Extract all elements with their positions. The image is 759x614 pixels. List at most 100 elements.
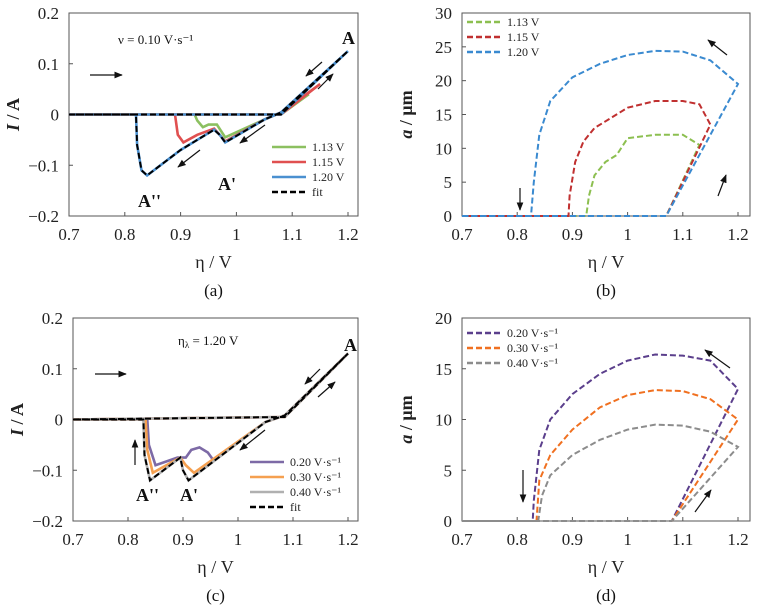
x-tick-label: 0.7 [451, 225, 473, 244]
y-axis-unit: / μm [396, 90, 416, 129]
y-tick-label: 0 [444, 512, 453, 531]
series-line-2 [462, 49, 740, 217]
legend-label: 0.30 V·s⁻¹ [507, 341, 558, 355]
legend-label: 0.40 V·s⁻¹ [290, 485, 341, 499]
x-tick-label: 0.8 [507, 225, 528, 244]
x-tick-label: 1.1 [282, 225, 303, 244]
y-tick-label: 15 [435, 106, 452, 125]
y-axis-unit: / A [7, 403, 27, 429]
y-axis-variable: I [3, 123, 23, 132]
x-tick-label: 1 [234, 530, 243, 549]
y-tick-label: 0 [55, 411, 64, 430]
scan-rate-annotation: ν = 0.10 V·s⁻¹ [118, 32, 193, 47]
y-axis-unit: / A [3, 98, 23, 124]
chart-panel-a: 0.7 0.8 0.9 1 1.1 1.2 −0.2 −0.1 0 0.1 0.2 η / V I / … [3, 4, 359, 300]
y-tick-label: −0.2 [28, 207, 59, 226]
y-tick-label: 5 [444, 173, 453, 192]
peak-label-A: A [344, 335, 357, 355]
direction-arrow [304, 368, 321, 385]
x-tick-label: 1.2 [727, 530, 748, 549]
panel-caption: (d) [596, 586, 616, 605]
direction-arrow [239, 429, 266, 451]
direction-arrow [694, 489, 712, 513]
y-tick-label: 10 [435, 411, 452, 430]
panel-caption: (c) [206, 586, 225, 605]
series-line-3 [69, 50, 349, 177]
direction-arrow [704, 349, 731, 369]
legend-label: fit [312, 185, 323, 199]
direction-arrow [707, 39, 728, 56]
legend-label: 1.20 V [507, 45, 540, 59]
direction-arrow [239, 124, 266, 144]
y-tick-label: 30 [435, 4, 452, 23]
plot-frame [461, 12, 751, 217]
y-axis-title: a / μm [396, 395, 416, 443]
x-tick-label: 0.7 [451, 530, 473, 549]
y-axis-unit: / μm [396, 395, 416, 434]
y-axis-title: I / A [7, 403, 27, 437]
chart-panel-d: 0.7 0.8 0.9 1 1.1 1.2 0 5 10 15 20 η / V a / μm (d) 0.… [396, 309, 751, 605]
y-tick-label: 5 [444, 461, 453, 480]
x-tick-label: 1 [623, 530, 632, 549]
y-tick-label: 20 [435, 72, 452, 91]
direction-arrow [317, 73, 334, 90]
x-axis-title: η / V [195, 252, 231, 272]
y-axis-title: I / A [3, 98, 23, 132]
chart-panel-b: 0.7 0.8 0.9 1 1.1 1.2 0 5 10 15 20 25 30 η / V a / μm (… [396, 4, 751, 300]
x-tick-label: 0.8 [117, 530, 138, 549]
x-tick-label: 0.8 [507, 530, 528, 549]
direction-arrow [317, 381, 336, 398]
y-tick-label: 0 [51, 106, 60, 125]
plot-frame [461, 317, 751, 522]
legend-label: 0.40 V·s⁻¹ [507, 356, 558, 370]
y-tick-label: −0.1 [32, 461, 63, 480]
legend-label: 1.20 V [312, 170, 345, 184]
y-tick-label: 15 [435, 360, 452, 379]
y-tick-label: 25 [435, 38, 452, 57]
direction-arrow [177, 149, 201, 168]
series-line-3 [72, 352, 349, 483]
x-tick-label: 0.9 [170, 225, 191, 244]
legend-label: 0.20 V·s⁻¹ [507, 326, 558, 340]
y-tick-label: 0.1 [42, 360, 63, 379]
series-line-0 [462, 353, 740, 522]
x-tick-label: 0.8 [114, 225, 135, 244]
peak-label-A-prime: A' [218, 174, 236, 194]
legend-label: fit [290, 500, 301, 514]
y-tick-label: −0.1 [28, 156, 59, 175]
x-tick-label: 0.9 [562, 225, 583, 244]
y-tick-label: 0.2 [38, 4, 59, 23]
peak-label-A-double-prime: A'' [136, 485, 159, 505]
y-axis-variable: a [396, 435, 416, 444]
x-tick-label: 1.1 [672, 530, 693, 549]
chart-panel-c: 0.7 0.8 0.9 1 1.1 1.2 −0.2 −0.1 0 0.1 0.2 η / V I / … [7, 309, 359, 605]
x-tick-label: 1.1 [282, 530, 303, 549]
x-tick-label: 1.1 [672, 225, 693, 244]
y-tick-label: 0 [444, 207, 453, 226]
switching-potential-annotation: ηλ = 1.20 V [178, 333, 239, 350]
legend-label: 0.30 V·s⁻¹ [290, 470, 341, 484]
panel-caption: (a) [204, 281, 223, 300]
x-tick-label: 1.2 [337, 530, 358, 549]
series-line-0 [462, 133, 701, 217]
y-axis-title: a / μm [396, 90, 416, 138]
y-tick-label: 10 [435, 139, 452, 158]
series-line-1 [462, 389, 740, 522]
x-tick-label: 1 [232, 225, 241, 244]
x-tick-label: 0.7 [62, 530, 84, 549]
peak-label-A-double-prime: A'' [138, 191, 161, 211]
y-axis-variable: a [396, 130, 416, 139]
peak-label-A: A [342, 28, 355, 48]
x-axis-title: η / V [588, 252, 624, 272]
series-line-0 [72, 352, 349, 467]
direction-arrow [305, 61, 323, 77]
y-axis-variable: I [7, 428, 27, 437]
legend-label: 1.15 V [312, 155, 345, 169]
y-tick-label: −0.2 [32, 512, 63, 531]
series-line-2 [462, 423, 740, 522]
direction-arrow [717, 174, 727, 197]
panel-caption: (b) [596, 281, 616, 300]
x-axis-title: η / V [197, 557, 233, 577]
x-tick-label: 1.2 [727, 225, 748, 244]
